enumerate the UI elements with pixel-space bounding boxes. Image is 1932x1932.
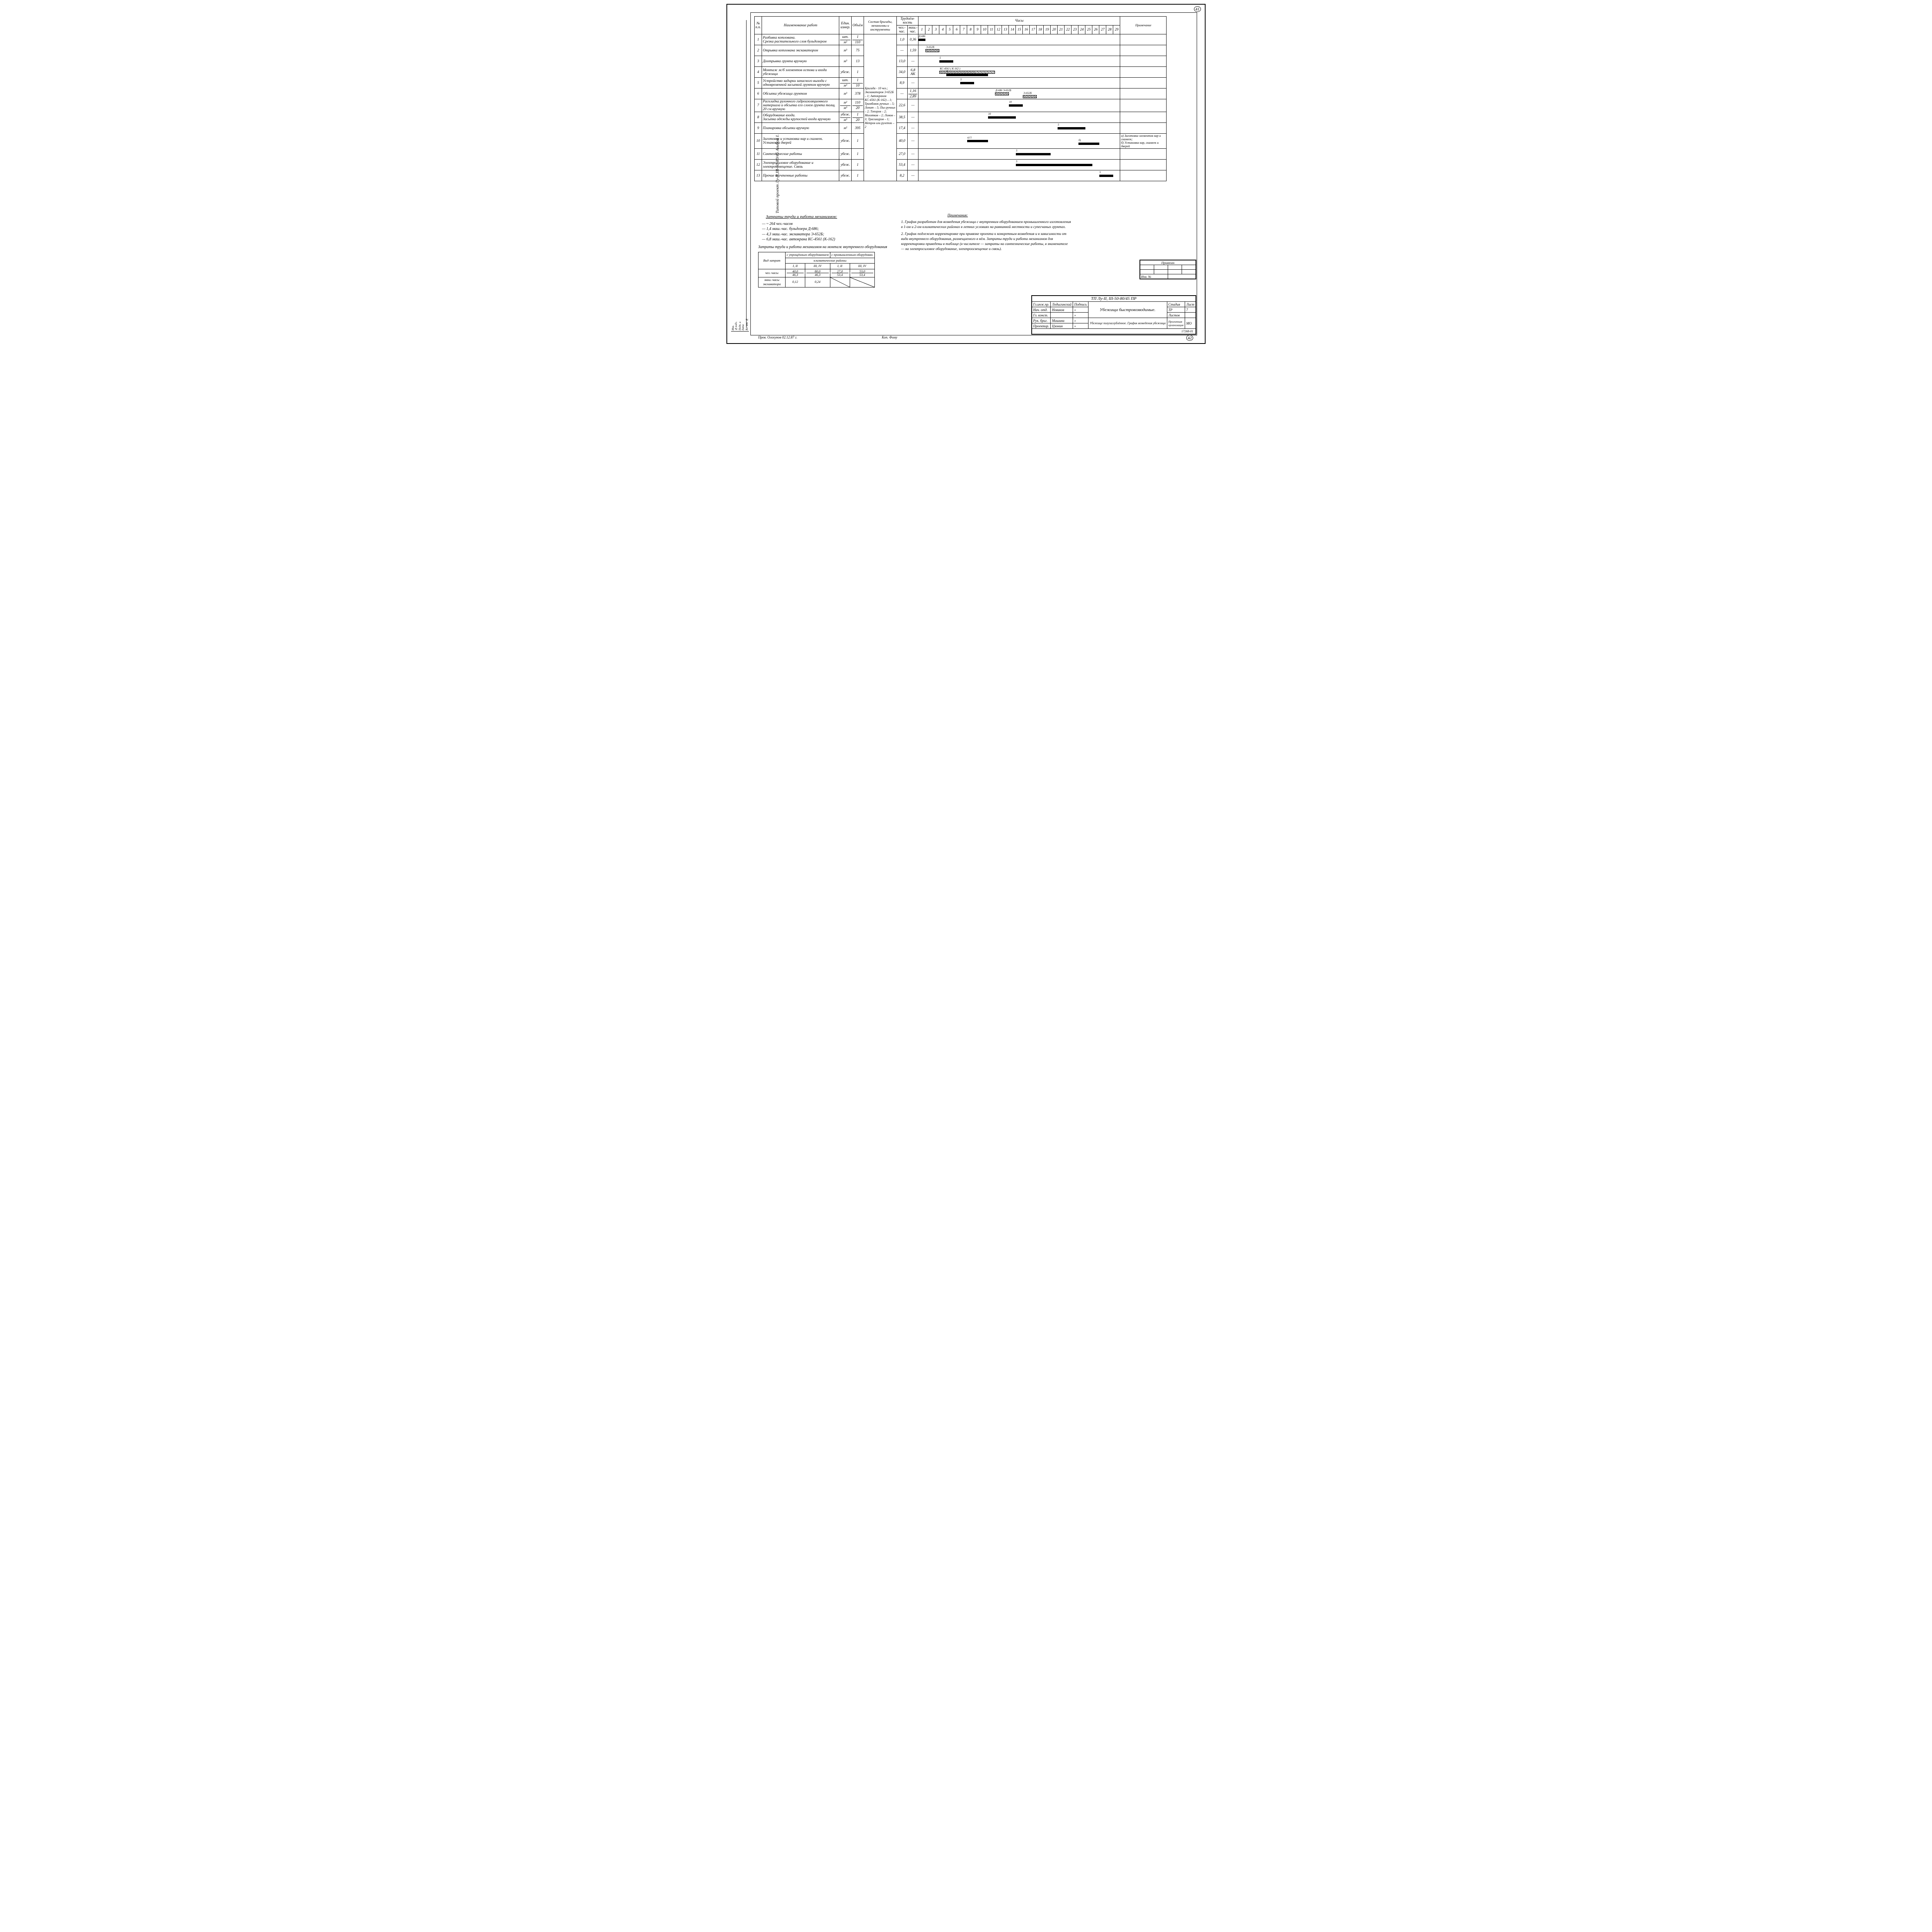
table-row: 9Планировка обсыпки вручнуюм²39517,4—5 bbox=[755, 123, 1167, 134]
hdr-vol: Объём bbox=[852, 17, 864, 34]
gantt-cell: 5 bbox=[918, 56, 1120, 67]
table-row: 2Отрывка котлована экскаваторомм³75—1,59… bbox=[755, 45, 1167, 56]
table-row: 7Раскладка рулонного гидроизоляционного … bbox=[755, 99, 1167, 112]
gantt-cell: 5 bbox=[918, 123, 1120, 134]
tb-code: ТП Лу-II, III-50-80/45 ПР bbox=[1032, 296, 1196, 302]
gantt-cell: 5 bbox=[918, 170, 1120, 181]
schedule-header: № п.п. Наименование работ Един. измер. О… bbox=[755, 17, 1167, 34]
gantt-cell: 5 bbox=[918, 160, 1120, 170]
gantt-cell: Э-652Б bbox=[918, 45, 1120, 56]
note-1: 1. График разработан для возведения убеж… bbox=[901, 220, 1071, 230]
gantt-cell: КС-4561 ( К-162 )5 bbox=[918, 67, 1120, 78]
gantt-cell: 10 bbox=[918, 112, 1120, 123]
page-number-top: 41 bbox=[1194, 6, 1201, 12]
table-row: 8Оборудование входа.Засыпка одежды крупо… bbox=[755, 112, 1167, 123]
podp-data: Подп. и дата bbox=[738, 316, 745, 332]
mini-col2: с промышленным оборудован. bbox=[830, 252, 875, 258]
gantt-cell: а) 5б) bbox=[918, 134, 1120, 149]
work-schedule-table: № п.п. Наименование работ Един. измер. О… bbox=[754, 16, 1167, 181]
hdr-note: Примечание bbox=[1120, 17, 1167, 34]
page-number-bottom: 42 bbox=[1186, 335, 1193, 341]
costs-column: Затраты труда и работа механизмов: — ~ 2… bbox=[758, 213, 897, 287]
gantt-cell: 5 bbox=[918, 78, 1120, 88]
mini-rowhdr: Вид затрат bbox=[759, 252, 786, 269]
inv-podl: Инв.№подл. bbox=[731, 316, 738, 332]
gantt-cell: 10 bbox=[918, 99, 1120, 112]
table-row: 6Обсыпка убежища грунтомм³378—1,162,89Д-… bbox=[755, 88, 1167, 99]
table-row: 5Устройство задирки запасного выхода с о… bbox=[755, 78, 1167, 88]
gantt-cell: Д-686 bbox=[918, 34, 1120, 45]
table-row: 11Сантехнические работыубеж.127,0—5 bbox=[755, 149, 1167, 160]
table-row: 3Доотрывка грунта вручнуюм³1313,0—5 bbox=[755, 56, 1167, 67]
mini-costs-table: Вид затрат с упрощённым оборудованием с … bbox=[758, 252, 875, 287]
tb-bottom-code: 17268-01 bbox=[1032, 329, 1196, 334]
schedule-body: 1Разбивка котлована.Срезка растительного… bbox=[755, 34, 1167, 181]
gantt-cell: 5 bbox=[918, 149, 1120, 160]
tb-title1: Убежища быстровозводимые. bbox=[1088, 302, 1167, 318]
mini-r1-label: чел.-часы bbox=[759, 269, 786, 277]
table-row: 10Заготовка и установка нар и скамеек.Ус… bbox=[755, 134, 1167, 149]
note-2: 2. График подлежит корректировке при при… bbox=[901, 232, 1071, 252]
costs-lines: — ~ 264 чел.-часов — 1,4 маш.-час. бульд… bbox=[762, 221, 897, 242]
vz-inv: Вз. инв. № bbox=[745, 316, 749, 332]
footer-left: Пров. Олохунов 02.12.87 г. bbox=[758, 335, 797, 339]
footer-mid: Коп. Фому bbox=[882, 335, 897, 339]
table-row: 12Электросиловое оборудование и электроо… bbox=[755, 160, 1167, 170]
hdr-num: № п.п. bbox=[755, 17, 762, 34]
table-row: 1Разбивка котлована.Срезка растительного… bbox=[755, 34, 1167, 45]
drawing-sheet: 41 42 Типовой проект Лу-II,III-50-80/45 … bbox=[726, 4, 1206, 344]
table-row: 4Монтаж ж/б элементов остова и входа убе… bbox=[755, 67, 1167, 78]
hdr-labor: Трудоём-кость bbox=[896, 17, 918, 26]
table-row: 13Прочие неучтенные работыубеж.18,2—5 bbox=[755, 170, 1167, 181]
lower-content: Затраты труда и работа механизмов: — ~ 2… bbox=[758, 213, 1193, 287]
notes-title: Примечания: bbox=[947, 213, 1071, 218]
hdr-hours: Часы bbox=[918, 17, 1120, 26]
mini-sub: климатические районы bbox=[786, 258, 875, 263]
gantt-cell: Д-686 Э-652БЭ-652Б bbox=[918, 88, 1120, 99]
privyazan-box: Привязан Инв. № bbox=[1139, 260, 1196, 279]
tb-title2: Убежище полузаглублённое. График возведе… bbox=[1088, 318, 1167, 329]
hdr-machhours: маш.-час. bbox=[907, 26, 918, 34]
hdr-manhours: чел.-час. bbox=[896, 26, 907, 34]
left-inventory-boxes: Инв.№подл. Подп. и дата Вз. инв. № bbox=[731, 316, 747, 332]
left-margin: Типовой проект Лу-II,III-50-80/45 Альбом… bbox=[731, 20, 747, 328]
costs-subtitle: Затраты труда и работа механизмов на мон… bbox=[758, 245, 897, 250]
hdr-name: Наименование работ bbox=[762, 17, 839, 34]
hdr-unit: Един. измер. bbox=[839, 17, 852, 34]
costs-title: Затраты труда и работа механизмов: bbox=[766, 214, 897, 220]
title-block: ТП Лу-II, III-50-80/45 ПР Гл.инж.пр. Лод… bbox=[1031, 295, 1196, 335]
mini-col1: с упрощённым оборудованием bbox=[786, 252, 830, 258]
hdr-crew: Состав бригады, механизмы и инструменты bbox=[864, 17, 896, 34]
mini-r2-label: маш.-часы экскаватора bbox=[759, 277, 786, 287]
notes-column: Примечания: 1. График разработан для воз… bbox=[901, 213, 1071, 252]
